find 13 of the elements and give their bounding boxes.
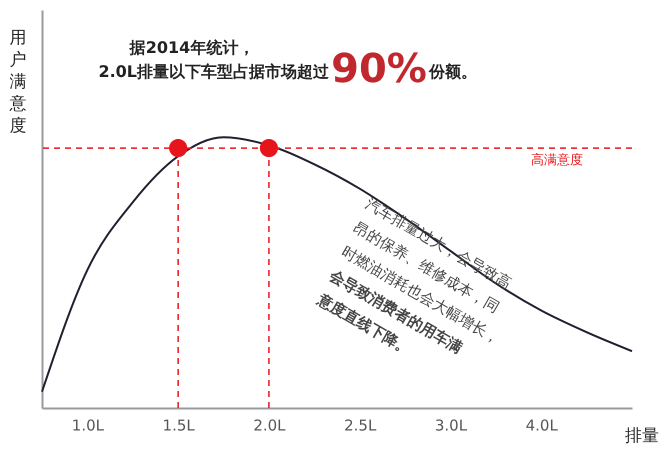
y-axis-title: 用户满意度 — [8, 28, 26, 136]
x-tick-label: 3.0L — [434, 416, 468, 434]
x-tick-label: 2.0L — [253, 416, 286, 434]
text: 据2014年统计， — [128, 38, 254, 57]
x-tick-label: 1.0L — [72, 416, 105, 434]
x-tick-label: 2.5L — [344, 416, 377, 434]
text: 2.0L排量以下车型占据市场超过 — [98, 62, 330, 81]
x-tick-label: 4.0L — [526, 416, 558, 434]
ref-line-label: 高满意度 — [531, 152, 583, 168]
x-axis-title: 排量 — [625, 426, 659, 446]
text: 90% — [331, 46, 427, 92]
text: 份额。 — [428, 62, 477, 81]
x-tick-label: 1.5L — [162, 416, 196, 434]
